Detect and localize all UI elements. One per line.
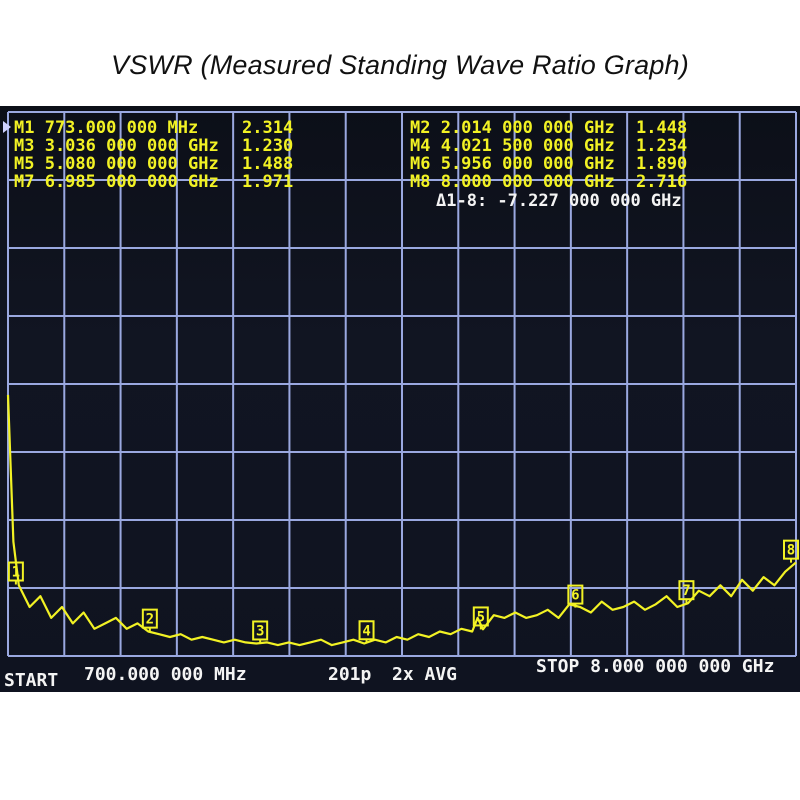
marker-value-m7: 1.971 [242,172,293,192]
marker-label: 6 [571,588,579,604]
marker-label: 2 [146,612,154,628]
marker-value-m6: 1.890 [636,154,687,174]
marker-readout-m4: M4 4.021 500 000 GHz [410,136,615,156]
marker-readout-m6: M6 5.956 000 000 GHz [410,154,615,174]
marker-flag-7: 7 [678,580,695,604]
marker-flag-2: 2 [141,608,158,632]
marker-readout-m1: M1 773.000 000 MHz [14,118,198,138]
marker-value-m3: 1.230 [242,136,293,156]
start-label: START [4,670,58,691]
marker-label: 7 [682,583,690,599]
vswr-trace [6,394,797,647]
marker-readout-m5: M5 5.080 000 000 GHz [14,154,219,174]
marker-flag-3: 3 [252,620,269,644]
marker-label: 1 [12,565,20,581]
status-footer: START 700.000 000 MHz 201p 2x AVG STOP 8… [4,656,774,691]
marker-box [567,584,584,605]
stop-frequency: STOP 8.000 000 000 GHz [536,656,774,677]
marker-flag-5: 5 [472,606,489,630]
page-title: VSWR (Measured Standing Wave Ratio Graph… [111,50,689,80]
marker-value-m5: 1.488 [242,154,293,174]
marker-label: 4 [362,623,370,639]
marker-flag-6: 6 [567,584,584,608]
trace-group [6,394,797,647]
marker-flag-1: 1 [7,561,24,585]
marker-value-m1: 2.314 [242,118,293,138]
start-frequency: 700.000 000 MHz [84,664,247,685]
points-count: 201p [328,664,372,685]
marker-value-m4: 1.234 [636,136,687,156]
marker-value-m8: 2.716 [636,172,687,192]
delta-readout: Δ1-8: -7.227 000 000 GHz [436,191,682,211]
marker-readouts: M1 773.000 000 MHz 2.314 M3 3.036 000 00… [3,118,687,192]
marker-label: 8 [787,543,795,559]
grid [7,111,797,657]
averaging-label: 2x AVG [392,664,457,685]
vswr-chart: 1 2 3 4 5 6 7 8 M1 773.000 000 MHz 2.314 M3 3.0… [3,111,799,691]
marker-readout-m8: M8 8.000 000 000 GHz [410,172,615,192]
marker-label: 3 [256,623,264,639]
active-marker-indicator-icon [3,121,11,133]
marker-label: 5 [477,609,485,625]
marker-flag-8: 8 [783,539,799,563]
marker-value-m2: 1.448 [636,118,687,138]
marker-readout-m3: M3 3.036 000 000 GHz [14,136,219,156]
marker-readout-m2: M2 2.014 000 000 GHz [410,118,615,138]
marker-readout-m7: M7 6.985 000 000 GHz [14,172,219,192]
analyzer-screen: 1 2 3 4 5 6 7 8 M1 773.000 000 MHz 2.314 M3 3.0… [0,106,800,692]
marker-flags: 1 2 3 4 5 6 7 8 [7,539,799,644]
marker-box [472,606,489,627]
marker-flag-4: 4 [358,620,375,644]
